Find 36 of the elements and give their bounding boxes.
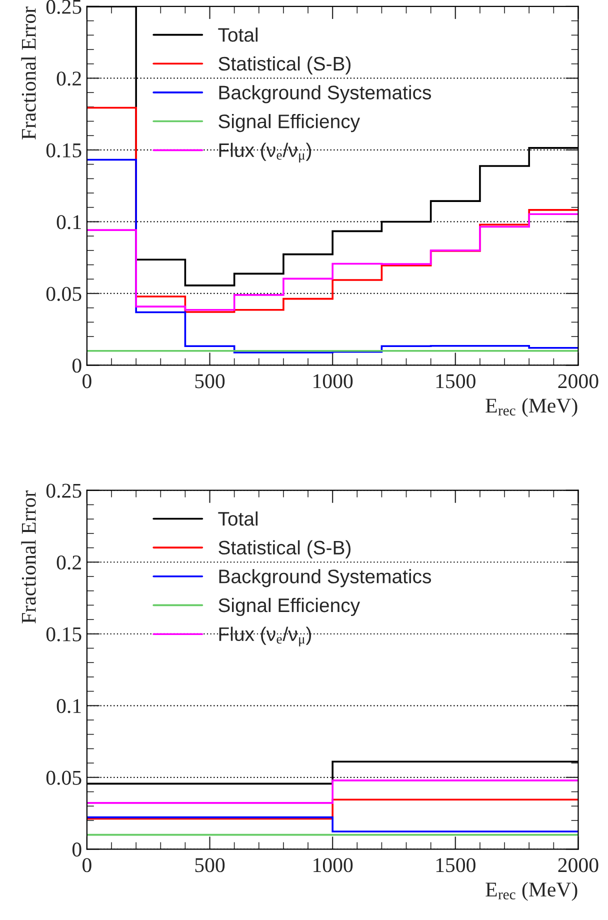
legend-label: Total (218, 28, 258, 42)
legend-label: Total (218, 511, 258, 526)
legend-label: Flux (ν$_{e}$/ν$_{μ}$) (219, 142, 312, 162)
legend-label: Background Systematics (219, 85, 432, 104)
y-tick-label: 0.15 (46, 143, 82, 158)
x-tick-label: 1500 (436, 858, 476, 872)
y-tick-label: 0 (72, 842, 82, 857)
y-tick-label: 0.15 (46, 627, 82, 642)
legend-label: Signal Efficiency (218, 114, 360, 132)
y-tick-label: 0.25 (46, 484, 82, 498)
y-tick-label: 0.05 (46, 770, 82, 785)
legend-label: Flux (ν$_{e}$/ν$_{μ}$) (219, 626, 312, 646)
y-tick-label: 0 (72, 358, 82, 373)
x-tick-label: 0 (82, 374, 92, 388)
legend-label: Background Systematics (219, 569, 432, 588)
x-axis-title: E$_{rec}$ (MeV) (486, 398, 578, 417)
x-tick-label: 500 (195, 858, 225, 872)
y-axis-title: Fractional Error (21, 490, 36, 624)
legend-label: Statistical (S-B) (218, 540, 351, 558)
x-tick-label: 0 (82, 858, 92, 872)
y-tick-label: 0.05 (46, 286, 82, 302)
x-tick-label: 2000 (558, 374, 598, 388)
x-tick-label: 1000 (314, 374, 353, 388)
y-tick-label: 0.1 (56, 215, 81, 230)
x-tick-label: 500 (195, 374, 225, 388)
x-tick-label: 2000 (558, 858, 598, 872)
x-tick-label: 1000 (314, 858, 353, 872)
y-tick-label: 0.25 (46, 0, 82, 14)
x-axis-title: E$_{rec}$ (MeV) (486, 882, 578, 901)
y-axis-title: Fractional Error (21, 6, 36, 140)
legend-label: Signal Efficiency (218, 598, 360, 616)
x-tick-label: 1500 (436, 374, 476, 388)
y-tick-label: 0.2 (56, 555, 81, 570)
legend-label: Statistical (S-B) (218, 56, 351, 74)
y-tick-label: 0.2 (56, 72, 81, 86)
y-tick-label: 0.1 (56, 699, 81, 714)
